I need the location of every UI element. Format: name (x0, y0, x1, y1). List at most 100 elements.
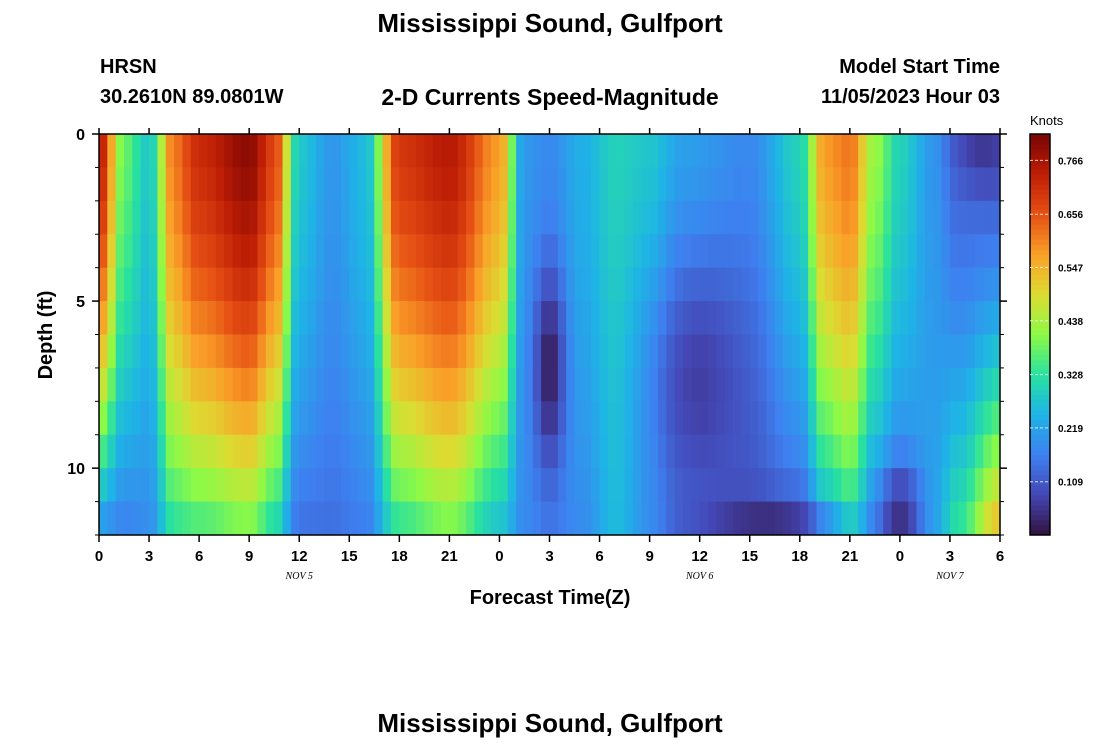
heatmap-cell (958, 468, 968, 502)
heatmap-cell (824, 234, 834, 269)
heatmap-cell (899, 367, 909, 402)
heatmap-cell (491, 468, 500, 502)
heatmap-cell (382, 334, 392, 369)
heatmap-cell (708, 334, 717, 369)
heatmap-cell (774, 200, 784, 235)
heatmap-cell (916, 167, 926, 202)
heatmap-cell (416, 234, 425, 269)
heatmap-cell (149, 234, 158, 269)
heatmap-cell (924, 501, 934, 536)
heatmap-cell (149, 301, 158, 335)
heatmap-cell (149, 501, 158, 536)
heatmap-cell (649, 234, 659, 269)
heatmap-cell (641, 267, 651, 302)
heatmap-cell (240, 267, 250, 302)
heatmap-cell (149, 468, 158, 502)
heatmap-cell (441, 434, 450, 469)
heatmap-cell (449, 434, 459, 469)
heatmap-cell (541, 434, 550, 469)
heatmap-cell (899, 301, 909, 335)
x-tick-label: 15 (741, 548, 758, 565)
heatmap-cell (599, 401, 609, 436)
heatmap-cell (449, 301, 459, 335)
heatmap-cell (808, 134, 817, 168)
heatmap-cell (541, 134, 550, 168)
heatmap-cell (140, 301, 150, 335)
heatmap-cell (257, 468, 267, 502)
heatmap-cell (933, 301, 942, 335)
heatmap-cell (441, 367, 450, 402)
x-tick-label: 15 (341, 548, 358, 565)
heatmap-cell (566, 167, 575, 202)
heatmap-cell (616, 367, 625, 402)
heatmap-cell (849, 267, 859, 302)
heatmap-cell (207, 401, 217, 436)
heatmap-cell (841, 267, 851, 302)
heatmap-cell (991, 468, 1001, 502)
colorbar-swatch (1030, 259, 1050, 265)
heatmap-cell (207, 134, 217, 168)
heatmap-cell (616, 334, 625, 369)
colorbar-swatch (1030, 214, 1050, 220)
heatmap-cell (641, 501, 651, 536)
x-axis-label: Forecast Time(Z) (470, 587, 631, 609)
heatmap-cell (908, 434, 917, 469)
heatmap-cell (491, 234, 500, 269)
heatmap-cell (949, 234, 959, 269)
heatmap-cell (140, 267, 150, 302)
heatmap-cell (849, 434, 859, 469)
heatmap-cell (424, 468, 434, 502)
heatmap-cell (407, 401, 417, 436)
heatmap-cell (841, 334, 851, 369)
heatmap-cell (816, 301, 826, 335)
heatmap-cell (866, 468, 876, 502)
colorbar-swatch (1030, 474, 1050, 481)
heatmap-cell (265, 200, 275, 235)
heatmap-cell (549, 501, 559, 536)
heatmap-cell (399, 401, 409, 436)
heatmap-cell (666, 468, 676, 502)
heatmap-cell (574, 301, 584, 335)
heatmap-cell (916, 334, 926, 369)
heatmap-cell (791, 334, 801, 369)
heatmap-cell (874, 468, 884, 502)
heatmap-cell (699, 501, 709, 536)
heatmap-cell (766, 434, 776, 469)
heatmap-cell (399, 167, 409, 202)
heatmap-cell (708, 501, 717, 536)
heatmap-cell (541, 334, 550, 369)
heatmap-cell (849, 367, 859, 402)
heatmap-cell (908, 468, 917, 502)
heatmap-cell (424, 200, 434, 235)
heatmap-cell (249, 234, 258, 269)
heatmap-cell (282, 301, 292, 335)
heatmap-cell (699, 468, 709, 502)
heatmap-cell (307, 334, 317, 369)
heatmap-cell (607, 134, 617, 168)
heatmap-cell (883, 501, 892, 536)
heatmap-cell (340, 234, 350, 269)
heatmap-cell (207, 334, 217, 369)
heatmap-cell (566, 267, 575, 302)
heatmap-cell (708, 267, 717, 302)
heatmap-cell (891, 434, 901, 469)
heatmap-cell (365, 267, 375, 302)
heatmap-cell (290, 468, 300, 502)
heatmap-cell (799, 301, 809, 335)
x-tick-label: 12 (291, 548, 308, 565)
heatmap-cell (474, 501, 484, 536)
heatmap-cell (607, 200, 617, 235)
page-title: Mississippi Sound, Gulfport (377, 8, 723, 38)
heatmap-cell (249, 468, 258, 502)
heatmap-cell (808, 468, 817, 502)
colorbar-swatch (1030, 489, 1050, 496)
heatmap-cell (499, 334, 509, 369)
heatmap-cell (774, 301, 784, 335)
heatmap-cell (215, 468, 225, 502)
heatmap-cell (949, 267, 959, 302)
heatmap-cell (274, 434, 283, 469)
heatmap-cell (466, 334, 475, 369)
heatmap-cell (457, 301, 467, 335)
heatmap-cell (691, 234, 701, 269)
heatmap-cell (482, 234, 492, 269)
